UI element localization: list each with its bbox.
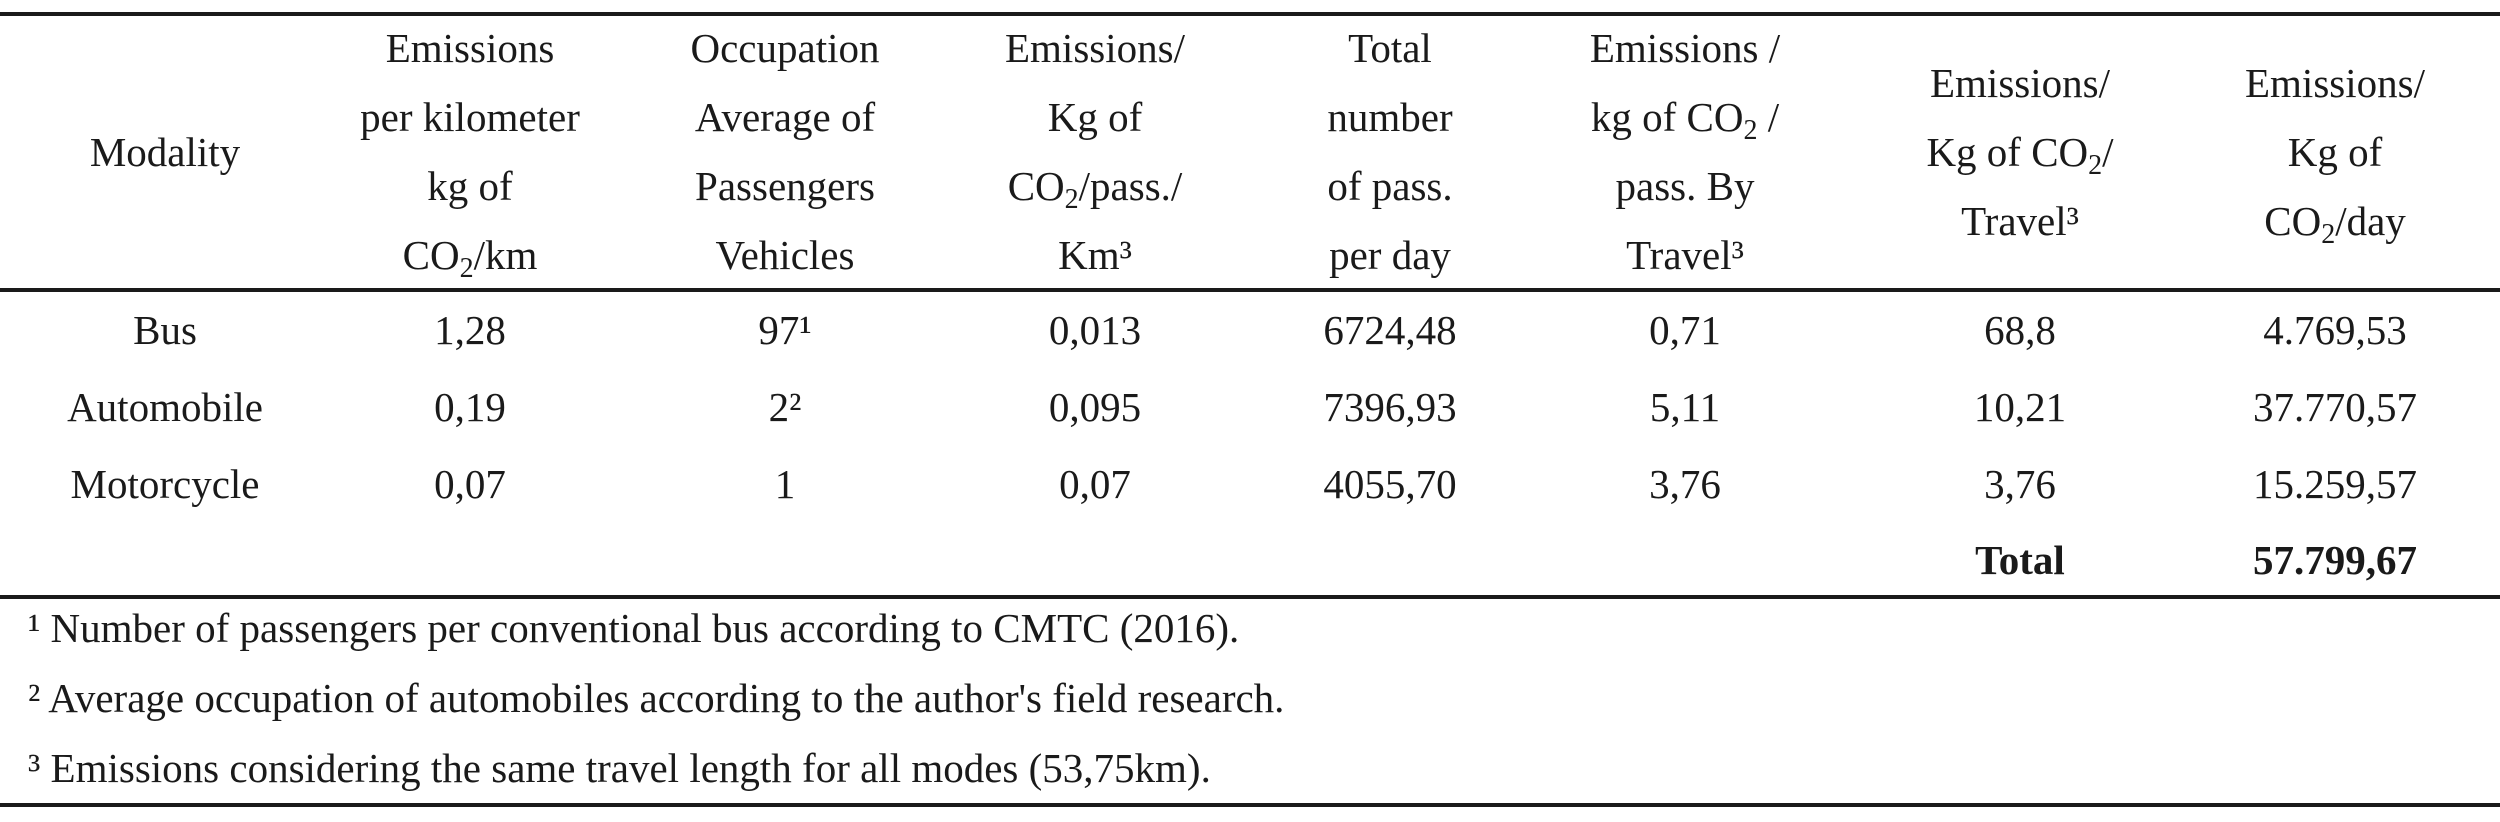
- header-line: Emissions: [385, 25, 555, 71]
- cell-occupation: 1: [774, 461, 796, 507]
- cell-emissions-day: 15.259,57: [2253, 461, 2417, 507]
- table-row-total: Total 57.799,67: [0, 522, 2500, 598]
- header-total-pass: Total number of pass. per day: [1250, 14, 1530, 290]
- total-label: Total: [1975, 537, 2065, 583]
- table-bottom-rule: [0, 803, 2500, 807]
- header-line: Vehicles: [715, 232, 855, 278]
- header-line: CO2/pass./: [1007, 163, 1183, 215]
- header-emissions-pass-travel: Emissions / kg of CO2 / pass. By Travel³: [1540, 14, 1830, 290]
- cell-emissions-travel: 68,8: [1984, 307, 2056, 353]
- cell-emissions-pass-km: 0,013: [1048, 307, 1142, 353]
- footnote-2: ² Average occupation of automobiles acco…: [28, 675, 1285, 721]
- header-line: Kg of: [2287, 128, 2383, 175]
- header-line: Emissions/: [1930, 59, 2110, 106]
- header-line: Emissions /: [1589, 25, 1781, 71]
- cell-emissions-pass-travel: 3,76: [1649, 461, 1721, 507]
- cell-emissions-pass-travel: 0,71: [1649, 307, 1721, 353]
- header-line: per kilometer: [360, 94, 580, 140]
- header-line: Kg of CO2/: [1926, 128, 2114, 181]
- header-modality: Modality: [0, 14, 330, 290]
- cell-modality: Motorcycle: [70, 461, 260, 507]
- table-header-rule: [0, 288, 2500, 292]
- cell-total-pass: 4055,70: [1323, 461, 1457, 507]
- header-line: Emissions/: [2245, 59, 2425, 106]
- table-top-rule: [0, 12, 2500, 16]
- header-emissions-travel: Emissions/Kg of CO2/Travel³: [1880, 14, 2160, 290]
- header-line: Modality: [89, 128, 241, 175]
- cell-emissions-travel: 10,21: [1973, 384, 2067, 430]
- footnote-1: ¹ Number of passengers per conventional …: [28, 605, 1240, 651]
- cell-modality: Bus: [133, 307, 197, 353]
- total-value: 57.799,67: [2253, 537, 2417, 583]
- cell-emissions-pass-km: 0,07: [1059, 461, 1131, 507]
- table-row-bus: Bus 1,28 97¹ 0,013 6724,48 0,71 68,8 4.7…: [0, 292, 2500, 368]
- header-line: kg of: [427, 163, 513, 209]
- header-line: number: [1327, 94, 1453, 140]
- header-line: Emissions/: [1005, 25, 1185, 71]
- cell-total-pass: 6724,48: [1323, 307, 1457, 353]
- table-row-automobile: Automobile 0,19 2² 0,095 7396,93 5,11 10…: [0, 369, 2500, 445]
- table-total-rule: [0, 595, 2500, 599]
- header-line: Total: [1348, 25, 1432, 71]
- header-line: Occupation: [690, 25, 880, 71]
- cell-emissions-day: 37.770,57: [2253, 384, 2417, 430]
- header-emissions-per-km: Emissions per kilometer kg of CO2/km: [330, 14, 610, 290]
- table-row-motorcycle: Motorcycle 0,07 1 0,07 4055,70 3,76 3,76…: [0, 446, 2500, 522]
- header-line: per day: [1329, 232, 1451, 278]
- header-line: Passengers: [695, 163, 875, 209]
- header-line: of pass.: [1327, 163, 1453, 209]
- cell-emissions-travel: 3,76: [1984, 461, 2056, 507]
- header-line: Kg of: [1047, 94, 1143, 140]
- cell-emissions-pass-km: 0,095: [1048, 384, 1142, 430]
- cell-total-pass: 7396,93: [1323, 384, 1457, 430]
- cell-emissions-per-km: 1,28: [434, 307, 506, 353]
- cell-occupation: 2²: [768, 384, 802, 430]
- header-line: Travel³: [1626, 232, 1744, 278]
- header-line: Average of: [694, 94, 876, 140]
- header-occupation: Occupation Average of Passengers Vehicles: [640, 14, 930, 290]
- header-line: pass. By: [1615, 163, 1755, 209]
- cell-modality: Automobile: [67, 384, 263, 430]
- cell-occupation: 97¹: [758, 307, 812, 353]
- cell-emissions-pass-travel: 5,11: [1649, 384, 1721, 430]
- cell-emissions-day: 4.769,53: [2263, 307, 2407, 353]
- cell-emissions-per-km: 0,19: [434, 384, 506, 430]
- header-line: Travel³: [1961, 197, 2079, 244]
- header-line: CO2/km: [402, 232, 538, 284]
- header-emissions-day: Emissions/Kg of CO2/day: [2190, 14, 2480, 290]
- header-line: Km³: [1058, 232, 1132, 278]
- header-line: kg of CO2 /: [1590, 94, 1780, 146]
- footnote-3: ³ Emissions considering the same travel …: [28, 745, 1211, 791]
- header-emissions-pass-km: Emissions/Kg of CO2/pass./ Km³: [950, 14, 1240, 290]
- cell-emissions-per-km: 0,07: [434, 461, 506, 507]
- header-line: CO2/day: [2264, 197, 2406, 250]
